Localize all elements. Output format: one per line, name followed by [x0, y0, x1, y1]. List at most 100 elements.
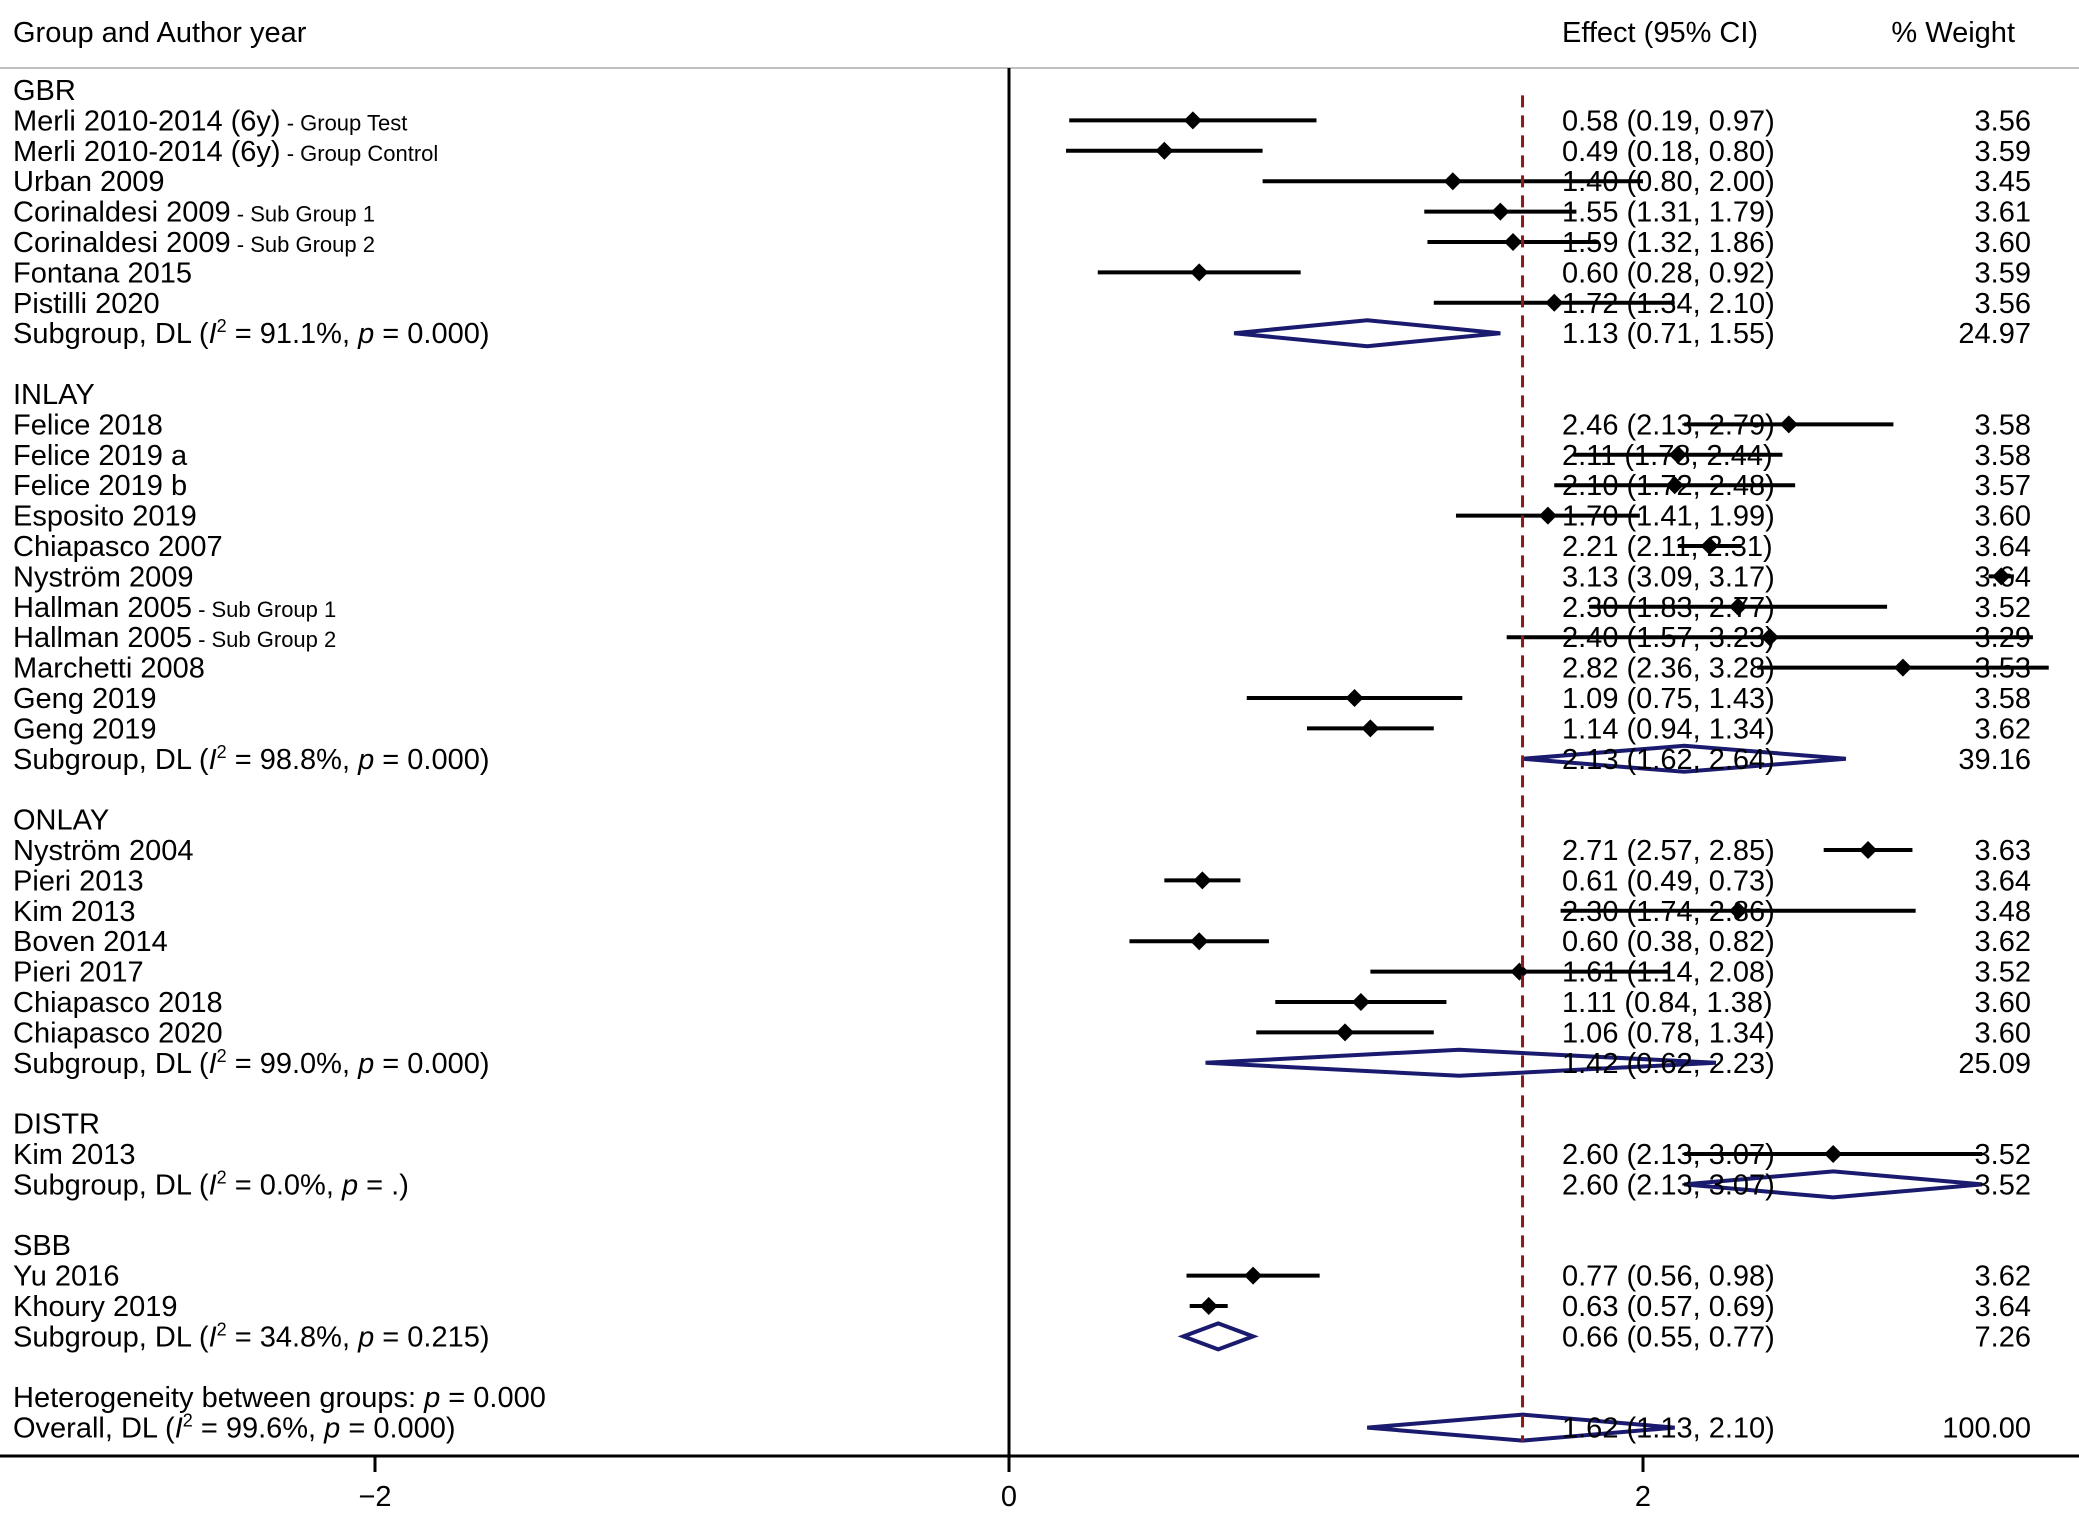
- study-inlay-1-label: Felice 2019 a: [13, 440, 188, 472]
- study-onlay-5-name: Chiapasco 2018: [13, 987, 223, 1019]
- study-onlay-5-label: Chiapasco 2018: [13, 987, 223, 1019]
- study-sbb-0-ci-text: 0.77 (0.56, 0.98): [1562, 1261, 1775, 1293]
- study-onlay-6-point: [1336, 1023, 1355, 1042]
- study-onlay-1-point: [1193, 871, 1212, 890]
- group-label-sbb: SBB: [13, 1230, 71, 1262]
- subgroup-distr: Subgroup, DL (I2 = 0.0%, p = .): [13, 1167, 409, 1201]
- study-gbr-2-weight: 3.45: [1975, 166, 2031, 198]
- study-inlay-8-label: Marchetti 2008: [13, 653, 205, 685]
- subgroup-distr-sup: 2: [217, 1167, 227, 1187]
- study-inlay-9-point: [1345, 689, 1364, 707]
- subgroup-sbb: Subgroup, DL (I2 = 34.8%, p = 0.215): [13, 1319, 490, 1353]
- study-inlay-8-weight: 3.53: [1975, 653, 2031, 685]
- study-gbr-6-point: [1545, 293, 1564, 312]
- study-inlay-9-weight: 3.58: [1975, 683, 2031, 715]
- subgroup-onlay-i2: = 99.0%,: [227, 1048, 358, 1080]
- study-gbr-2-name: Urban 2009: [13, 166, 165, 198]
- study-gbr-3-weight: 3.61: [1975, 197, 2031, 229]
- subgroup-inlay-i-symbol: I: [209, 744, 217, 776]
- heterogeneity-label: Heterogeneity between groups: p = 0.000: [13, 1382, 546, 1414]
- subgroup-sbb-sup: 2: [217, 1319, 227, 1339]
- subgroup-inlay-ci-text: 2.13 (1.62, 2.64): [1562, 744, 1775, 776]
- study-inlay-5-point: [1992, 567, 2011, 586]
- overall-label: Overall, DL (: [13, 1413, 175, 1445]
- study-gbr-5-name: Fontana 2015: [13, 257, 192, 289]
- study-inlay-6-name: Hallman 2005: [13, 592, 192, 624]
- study-inlay-7-note: - Sub Group 2: [192, 627, 336, 652]
- overall-diamond: [1367, 1412, 1675, 1443]
- subgroup-onlay-sup: 2: [217, 1046, 227, 1066]
- study-inlay-7-ci-text: 2.40 (1.57, 3.23): [1562, 622, 1775, 654]
- subgroup-onlay-p-symbol: p: [357, 1048, 374, 1080]
- study-gbr-4-label: Corinaldesi 2009 - Sub Group 2: [13, 227, 375, 259]
- study-gbr-1-point: [1155, 141, 1174, 160]
- study-gbr-3-note: - Sub Group 1: [231, 202, 375, 227]
- heterogeneity-p-value: = 0.000: [440, 1382, 546, 1414]
- subgroup-diamond-gbr: [1233, 318, 1501, 349]
- study-inlay-1-point: [1668, 445, 1687, 464]
- subgroup-inlay-weight: 39.16: [1958, 744, 2031, 776]
- subgroup-sbb-ci-text: 0.66 (0.55, 0.77): [1562, 1321, 1775, 1353]
- study-onlay-6-ci-text: 1.06 (0.78, 1.34): [1562, 1017, 1775, 1049]
- subgroup-gbr-label: Subgroup, DL (: [13, 318, 209, 350]
- group-label-onlay: ONLAY: [13, 805, 109, 837]
- study-onlay-1-ci-text: 0.61 (0.49, 0.73): [1562, 865, 1775, 897]
- subgroup-onlay: Subgroup, DL (I2 = 99.0%, p = 0.000): [13, 1046, 490, 1080]
- study-onlay-0-weight: 3.63: [1975, 835, 2031, 867]
- study-inlay-8-name: Marchetti 2008: [13, 653, 205, 685]
- study-gbr-0-label: Merli 2010-2014 (6y) - Group Test: [13, 105, 407, 137]
- study-distr-0-name: Kim 2013: [13, 1139, 136, 1171]
- study-inlay-9-label: Geng 2019: [13, 683, 157, 715]
- study-inlay-4-ci-text: 2.21 (2.11, 2.31): [1562, 531, 1773, 563]
- study-inlay-7-name: Hallman 2005: [13, 622, 192, 654]
- study-gbr-1-note: - Group Control: [281, 141, 439, 166]
- subgroup-distr-i-symbol: I: [209, 1169, 217, 1201]
- x-tick-label-0: −2: [358, 1481, 391, 1513]
- subgroup-diamond-inlay: [1522, 743, 1847, 774]
- study-gbr-1-ci-text: 0.49 (0.18, 0.80): [1562, 136, 1775, 168]
- subgroup-inlay-label: Subgroup, DL (: [13, 744, 209, 776]
- study-inlay-3-weight: 3.60: [1975, 501, 2031, 533]
- subgroup-diamond-sbb: [1177, 1321, 1259, 1352]
- study-inlay-2-label: Felice 2019 b: [13, 470, 187, 502]
- subgroup-distr-weight: 3.52: [1975, 1169, 2031, 1201]
- study-gbr-6-weight: 3.56: [1975, 288, 2031, 320]
- study-gbr-5-ci-text: 0.60 (0.28, 0.92): [1562, 257, 1775, 289]
- study-inlay-0-name: Felice 2018: [13, 409, 163, 441]
- study-inlay-7-weight: 3.29: [1975, 622, 2031, 654]
- study-inlay-10-ci-text: 1.14 (0.94, 1.34): [1562, 713, 1775, 745]
- study-onlay-5-weight: 3.60: [1975, 987, 2031, 1019]
- study-onlay-6-label: Chiapasco 2020: [13, 1017, 223, 1049]
- group-label-distr: DISTR: [13, 1109, 100, 1141]
- study-inlay-6-note: - Sub Group 1: [192, 597, 336, 622]
- subgroup-sbb-p-symbol: p: [357, 1321, 374, 1353]
- subgroup-inlay-sup: 2: [217, 742, 227, 762]
- subgroup-onlay-weight: 25.09: [1958, 1048, 2031, 1080]
- heterogeneity-text: Heterogeneity between groups:: [13, 1382, 424, 1414]
- study-inlay-2-ci-text: 2.10 (1.72, 2.48): [1562, 470, 1775, 502]
- study-onlay-0-label: Nyström 2004: [13, 835, 194, 867]
- study-onlay-2-ci-text: 2.30 (1.74, 2.86): [1562, 896, 1775, 928]
- study-inlay-4-point: [1700, 537, 1719, 555]
- study-gbr-4-weight: 3.60: [1975, 227, 2031, 259]
- subgroup-gbr-p-symbol: p: [357, 318, 374, 350]
- study-sbb-1-label: Khoury 2019: [13, 1291, 177, 1323]
- study-gbr-0-note: - Group Test: [281, 110, 408, 135]
- study-gbr-3-label: Corinaldesi 2009 - Sub Group 1: [13, 197, 375, 229]
- study-inlay-1-weight: 3.58: [1975, 440, 2031, 472]
- subgroup-gbr-i-symbol: I: [209, 318, 217, 350]
- study-gbr-6-name: Pistilli 2020: [13, 288, 160, 320]
- study-gbr-3-ci-text: 1.55 (1.31, 1.79): [1562, 197, 1775, 229]
- subgroup-gbr-weight: 24.97: [1958, 318, 2031, 350]
- study-gbr-1-weight: 3.59: [1975, 136, 2031, 168]
- study-inlay-3-ci-text: 1.70 (1.41, 1.99): [1562, 501, 1775, 533]
- study-gbr-1-name: Merli 2010-2014 (6y): [13, 136, 281, 168]
- overall-i-symbol: I: [175, 1413, 183, 1445]
- subgroup-gbr-i2: = 91.1%,: [227, 318, 358, 350]
- header-effect: Effect (95% CI): [1562, 17, 1758, 49]
- study-inlay-2-weight: 3.57: [1975, 470, 2031, 502]
- study-inlay-6-ci-text: 2.30 (1.83, 2.77): [1562, 592, 1775, 624]
- study-onlay-4-ci-text: 1.61 (1.14, 2.08): [1562, 957, 1775, 989]
- subgroup-onlay-ci-text: 1.42 (0.62, 2.23): [1562, 1048, 1775, 1080]
- study-gbr-0-name: Merli 2010-2014 (6y): [13, 105, 281, 137]
